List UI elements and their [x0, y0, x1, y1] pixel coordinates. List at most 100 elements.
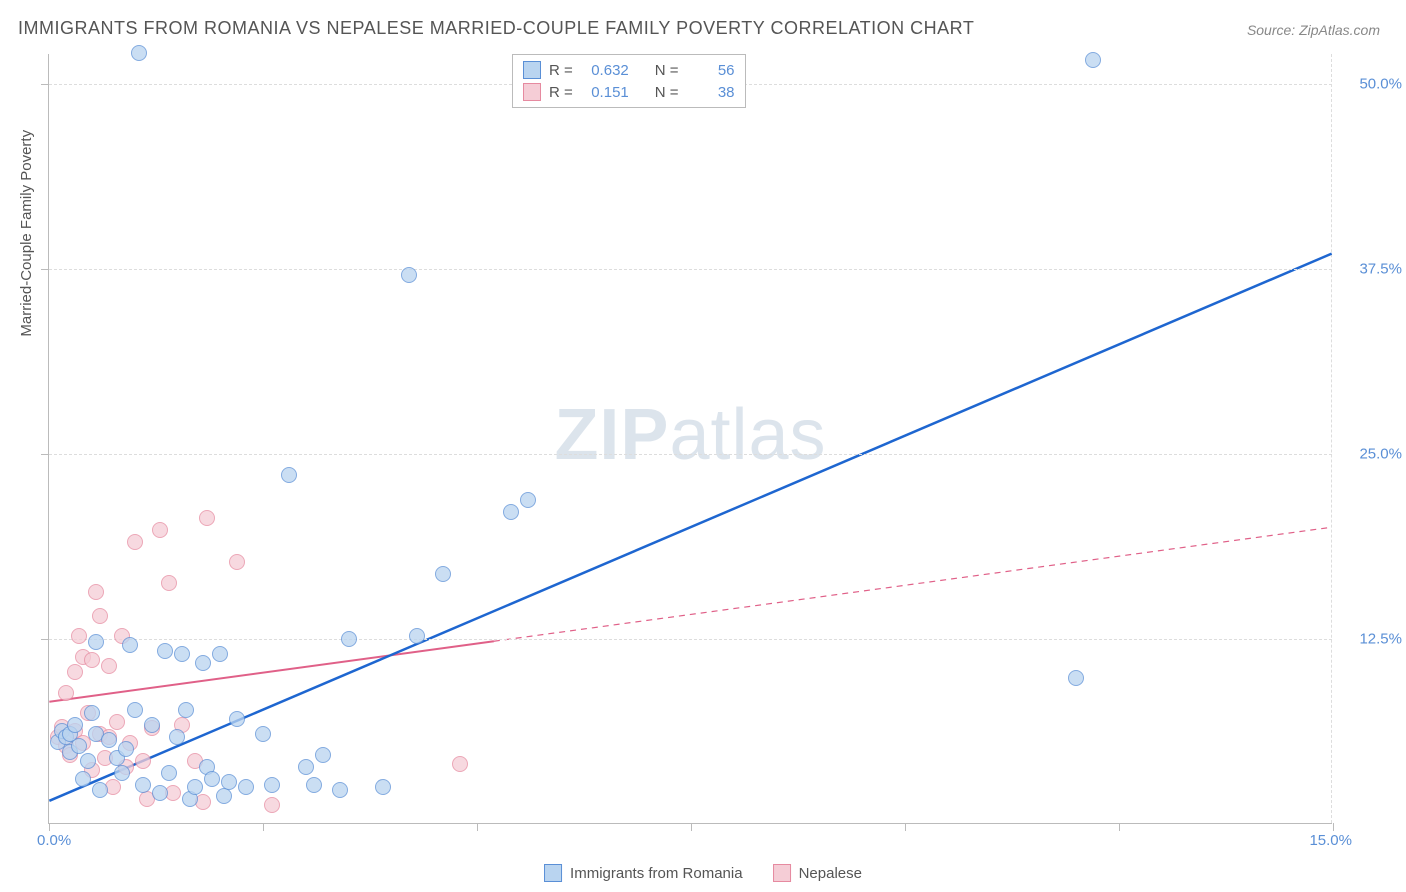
trend-lines-svg: [49, 54, 1332, 823]
y-tick-label: 50.0%: [1342, 75, 1402, 92]
scatter-point-pink: [109, 714, 125, 730]
scatter-point-pink: [92, 608, 108, 624]
r-label: R =: [549, 84, 573, 101]
r-value-blue: 0.632: [581, 62, 629, 79]
scatter-point-blue: [157, 643, 173, 659]
source-attribution: Source: ZipAtlas.com: [1247, 22, 1380, 38]
x-axis-max-label: 15.0%: [1309, 832, 1352, 849]
legend-label-pink: Nepalese: [799, 865, 862, 882]
n-value-pink: 38: [687, 84, 735, 101]
chart-title: IMMIGRANTS FROM ROMANIA VS NEPALESE MARR…: [18, 18, 974, 39]
scatter-point-blue: [315, 747, 331, 763]
y-tick-label: 25.0%: [1342, 445, 1402, 462]
legend-label-blue: Immigrants from Romania: [570, 865, 743, 882]
x-tick: [263, 823, 264, 831]
scatter-point-pink: [229, 554, 245, 570]
scatter-point-blue: [435, 566, 451, 582]
grid-line: [49, 639, 1332, 640]
scatter-point-blue: [88, 634, 104, 650]
scatter-point-blue: [84, 705, 100, 721]
legend-stats-box: R = 0.632 N = 56 R = 0.151 N = 38: [512, 54, 746, 108]
scatter-point-blue: [255, 726, 271, 742]
scatter-point-blue: [114, 765, 130, 781]
scatter-point-blue: [204, 771, 220, 787]
x-axis-min-label: 0.0%: [37, 832, 71, 849]
n-value-blue: 56: [687, 62, 735, 79]
scatter-point-blue: [135, 777, 151, 793]
watermark-bold: ZIP: [554, 394, 669, 474]
scatter-point-blue: [306, 777, 322, 793]
scatter-point-blue: [503, 504, 519, 520]
scatter-point-blue: [221, 774, 237, 790]
scatter-point-blue: [131, 45, 147, 61]
legend-stats-row-pink: R = 0.151 N = 38: [523, 81, 735, 103]
scatter-point-blue: [1068, 670, 1084, 686]
scatter-point-blue: [80, 753, 96, 769]
scatter-point-pink: [199, 510, 215, 526]
scatter-point-pink: [88, 584, 104, 600]
scatter-point-blue: [264, 777, 280, 793]
scatter-point-blue: [67, 717, 83, 733]
watermark: ZIPatlas: [554, 393, 826, 475]
scatter-point-pink: [58, 685, 74, 701]
scatter-point-blue: [187, 779, 203, 795]
plot-right-border: [1331, 54, 1332, 823]
grid-line: [49, 454, 1332, 455]
swatch-blue-icon: [523, 61, 541, 79]
swatch-pink-icon: [523, 83, 541, 101]
scatter-point-blue: [341, 631, 357, 647]
scatter-point-pink: [84, 652, 100, 668]
scatter-point-pink: [452, 756, 468, 772]
scatter-point-blue: [122, 637, 138, 653]
legend-item-blue: Immigrants from Romania: [544, 864, 743, 882]
scatter-point-blue: [144, 717, 160, 733]
scatter-point-pink: [152, 522, 168, 538]
x-tick: [691, 823, 692, 831]
scatter-point-blue: [71, 738, 87, 754]
y-tick-label: 37.5%: [1342, 260, 1402, 277]
scatter-point-blue: [174, 646, 190, 662]
chart-container: IMMIGRANTS FROM ROMANIA VS NEPALESE MARR…: [0, 0, 1406, 892]
n-label: N =: [655, 62, 679, 79]
scatter-point-blue: [161, 765, 177, 781]
scatter-point-blue: [401, 267, 417, 283]
scatter-point-blue: [1085, 52, 1101, 68]
legend-item-pink: Nepalese: [773, 864, 862, 882]
scatter-point-blue: [298, 759, 314, 775]
scatter-point-blue: [169, 729, 185, 745]
y-axis-title: Married-Couple Family Poverty: [18, 130, 35, 337]
x-tick: [905, 823, 906, 831]
scatter-point-blue: [127, 702, 143, 718]
scatter-point-blue: [152, 785, 168, 801]
scatter-point-pink: [67, 664, 83, 680]
scatter-point-blue: [101, 732, 117, 748]
scatter-point-blue: [216, 788, 232, 804]
scatter-point-blue: [375, 779, 391, 795]
scatter-point-blue: [520, 492, 536, 508]
scatter-point-blue: [212, 646, 228, 662]
scatter-point-pink: [101, 658, 117, 674]
watermark-light: atlas: [669, 394, 826, 474]
scatter-point-pink: [264, 797, 280, 813]
scatter-point-pink: [127, 534, 143, 550]
scatter-point-blue: [75, 771, 91, 787]
swatch-pink-icon: [773, 864, 791, 882]
scatter-point-blue: [409, 628, 425, 644]
scatter-point-pink: [135, 753, 151, 769]
x-tick: [1333, 823, 1334, 831]
scatter-point-pink: [71, 628, 87, 644]
scatter-point-blue: [92, 782, 108, 798]
scatter-point-blue: [332, 782, 348, 798]
swatch-blue-icon: [544, 864, 562, 882]
scatter-point-blue: [195, 655, 211, 671]
scatter-point-blue: [229, 711, 245, 727]
r-value-pink: 0.151: [581, 84, 629, 101]
scatter-point-blue: [178, 702, 194, 718]
x-tick: [1119, 823, 1120, 831]
x-tick: [477, 823, 478, 831]
plot-area: ZIPatlas 0.0% 15.0% 12.5%25.0%37.5%50.0%: [48, 54, 1332, 824]
scatter-point-pink: [161, 575, 177, 591]
scatter-point-blue: [118, 741, 134, 757]
grid-line: [49, 269, 1332, 270]
x-tick: [49, 823, 50, 831]
